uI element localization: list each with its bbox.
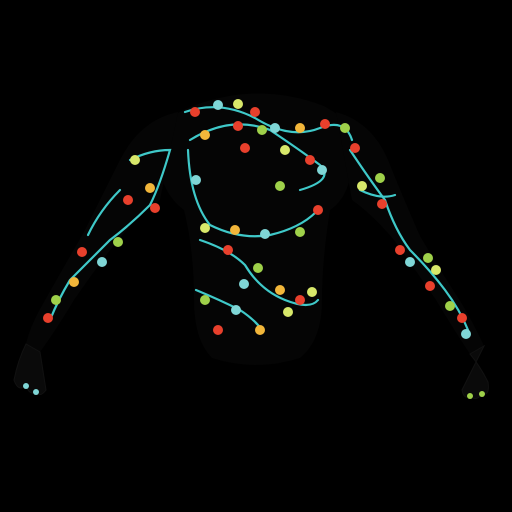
hands: [13, 343, 489, 400]
fingertip-accents: [23, 383, 485, 399]
bulbs: [43, 99, 471, 339]
